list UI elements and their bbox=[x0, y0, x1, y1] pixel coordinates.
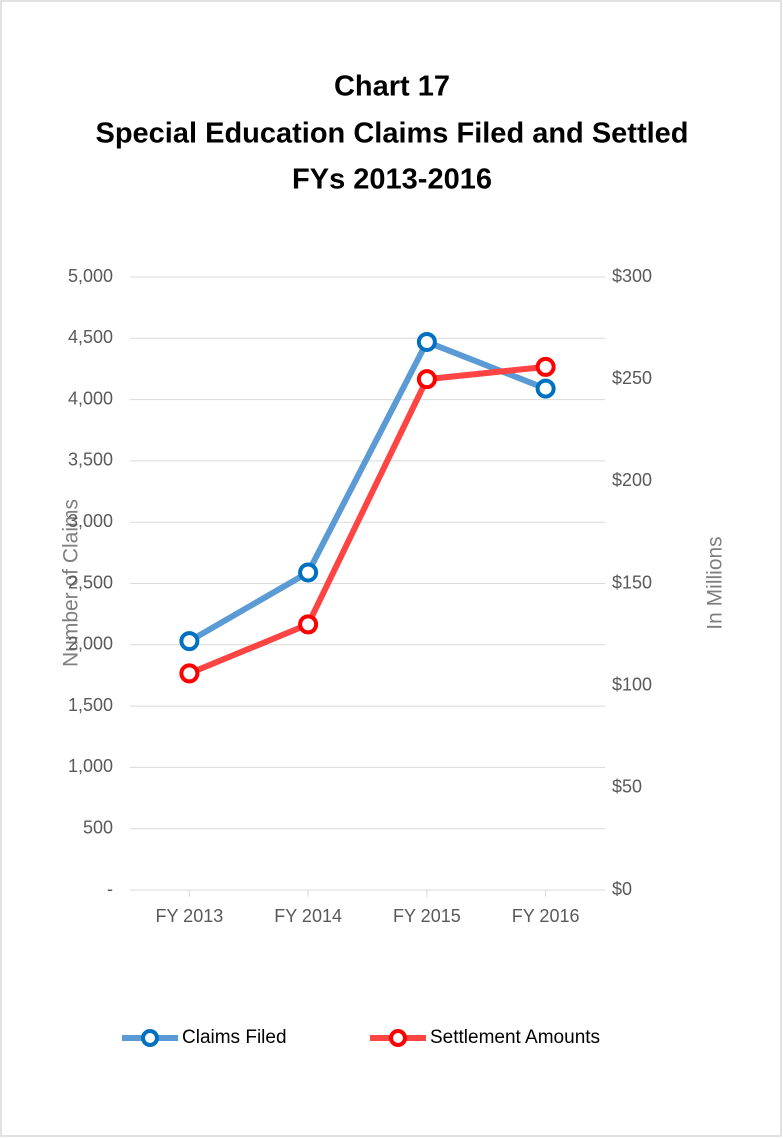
y2-tick-label: $200 bbox=[612, 470, 652, 490]
y2-tick-label: $100 bbox=[612, 674, 652, 694]
data-point bbox=[535, 356, 556, 377]
series-line bbox=[187, 338, 547, 644]
y-axis-title: Number of Claims bbox=[60, 499, 83, 667]
y-tick-label: 1,500 bbox=[68, 695, 113, 715]
data-point bbox=[298, 614, 319, 635]
data-point bbox=[416, 369, 437, 390]
data-point bbox=[179, 631, 200, 652]
y2-tick-label: $250 bbox=[612, 368, 652, 388]
data-point bbox=[298, 562, 319, 583]
y2-tick-label: $300 bbox=[612, 266, 652, 286]
legend-text: Claims Filed bbox=[182, 1027, 287, 1048]
y2-tick-label: $50 bbox=[612, 777, 642, 797]
y-tick-label: 4,000 bbox=[68, 388, 113, 408]
y-tick-label: 2,500 bbox=[68, 572, 113, 592]
x-tick-label: FY 2015 bbox=[393, 906, 461, 926]
y-tick-label: - bbox=[107, 879, 113, 899]
y2-tick-label: $150 bbox=[612, 572, 652, 592]
legend-marker bbox=[141, 1029, 159, 1047]
y-tick-label: 2,000 bbox=[68, 634, 113, 654]
x-tick-label: FY 2014 bbox=[274, 906, 342, 926]
data-point bbox=[179, 663, 200, 684]
y-tick-label: 5,000 bbox=[68, 266, 113, 286]
y-tick-label: 500 bbox=[83, 817, 113, 837]
series-line bbox=[188, 363, 546, 677]
chart-title: FYs 2013-2016 bbox=[292, 164, 492, 196]
legend-text: Settlement Amounts bbox=[430, 1027, 600, 1048]
x-tick-label: FY 2016 bbox=[512, 906, 580, 926]
y-tick-label: 3,500 bbox=[68, 450, 113, 470]
legend-marker bbox=[389, 1029, 407, 1047]
y-tick-label: 3,000 bbox=[68, 511, 113, 531]
y2-axis-title: In Millions bbox=[704, 536, 727, 629]
data-point bbox=[416, 331, 437, 352]
y-tick-label: 4,500 bbox=[68, 327, 113, 347]
y2-tick-label: $0 bbox=[612, 879, 632, 899]
y-tick-label: 1,000 bbox=[68, 756, 113, 776]
x-tick-label: FY 2013 bbox=[156, 906, 224, 926]
chart-title: Special Education Claims Filed and Settl… bbox=[95, 118, 688, 150]
data-point bbox=[535, 378, 556, 399]
chart-title: Chart 17 bbox=[334, 71, 450, 103]
